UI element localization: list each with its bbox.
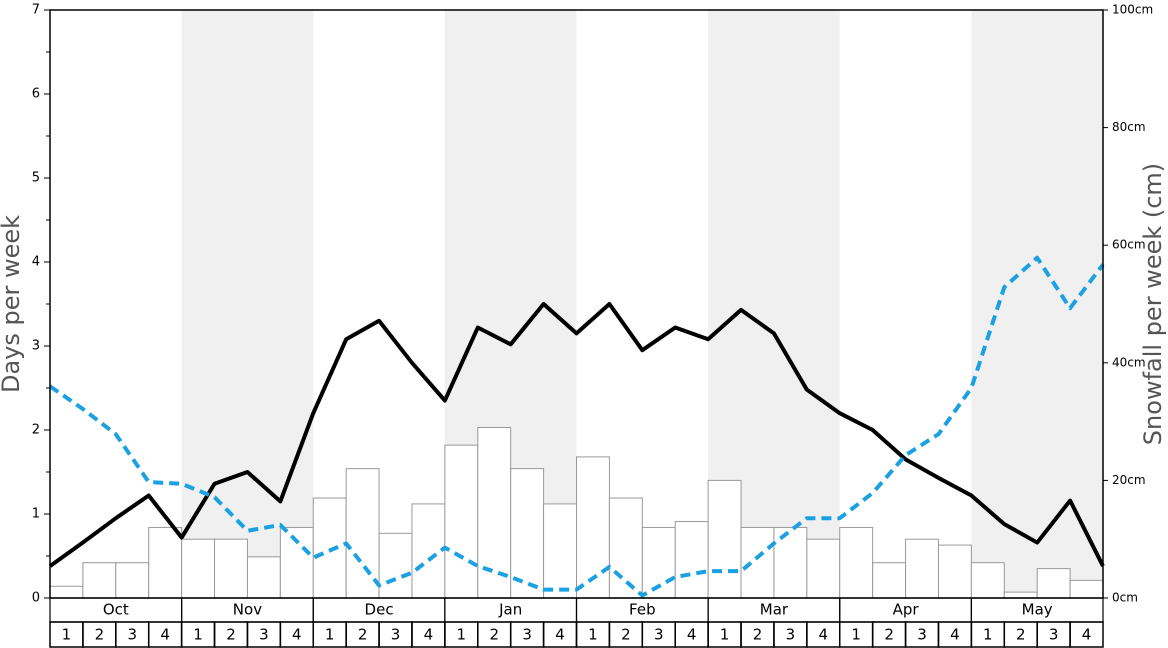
week-label: 2	[1016, 626, 1026, 644]
week-label: 3	[391, 626, 401, 644]
dashed-line	[48, 255, 1105, 598]
snowfall-bar	[279, 526, 314, 599]
month-label: Mar	[760, 601, 789, 619]
month-label: May	[1022, 601, 1053, 619]
week-label: 1	[851, 626, 861, 644]
month-label: Jan	[498, 601, 522, 619]
week-label: 3	[127, 626, 137, 644]
week-label: 3	[1049, 626, 1059, 644]
week-label: 3	[259, 626, 269, 644]
y-tick-label: 5	[32, 171, 40, 186]
y2-tick-label: 60cm	[1112, 238, 1146, 252]
week-label: 4	[687, 626, 697, 644]
y-tick-label: 1	[32, 507, 40, 522]
snowfall-bar	[872, 562, 907, 599]
week-label: 2	[489, 626, 499, 644]
snowfall-bar	[740, 526, 775, 599]
week-label: 3	[522, 626, 532, 644]
week-label: 4	[424, 626, 434, 644]
week-label: 4	[819, 626, 829, 644]
y2-tick-label: 20cm	[1112, 473, 1146, 487]
y-tick-label: 7	[32, 3, 40, 18]
snowfall-bar	[148, 526, 183, 599]
snowfall-bar	[937, 544, 972, 599]
snowfall-bar	[905, 538, 939, 599]
month-label: Apr	[893, 601, 920, 619]
snowfall-bar	[839, 526, 874, 599]
y2-tick-label: 40cm	[1112, 355, 1146, 369]
y2-tick-label: 0cm	[1112, 591, 1138, 605]
snowfall-bar	[444, 444, 479, 599]
month-label: Dec	[365, 601, 394, 619]
week-label: 1	[457, 626, 467, 644]
week-label: 2	[226, 626, 236, 644]
y2-tick-label: 100cm	[1112, 3, 1153, 17]
week-label: 4	[950, 626, 960, 644]
y-tick-label: 6	[32, 87, 40, 102]
y-tick-label: 2	[32, 423, 40, 438]
month-shade	[181, 10, 314, 598]
y-axis-label: Days per week	[0, 215, 25, 393]
week-label: 1	[983, 626, 993, 644]
snowfall-bar	[82, 562, 117, 599]
snowfall-bar	[214, 538, 248, 599]
snowfall-bar	[378, 532, 413, 599]
snowfall-bar	[1003, 591, 1038, 599]
snowfall-bar	[345, 468, 380, 599]
month-label: Nov	[233, 601, 262, 619]
snowfall-bar	[312, 497, 347, 599]
week-label: 3	[786, 626, 796, 644]
snowfall-bar	[181, 538, 216, 599]
week-label: 1	[62, 626, 72, 644]
month-shade	[971, 10, 1103, 598]
week-label: 1	[193, 626, 203, 644]
week-label: 1	[588, 626, 598, 644]
week-label: 2	[884, 626, 894, 644]
snowfall-bar	[543, 503, 577, 599]
month-label: Oct	[103, 601, 129, 619]
week-label: 3	[917, 626, 927, 644]
solid-line	[48, 302, 1105, 568]
week-label: 2	[753, 626, 763, 644]
y2-axis-label: Snowfall per week (cm)	[1139, 163, 1167, 445]
snowfall-bar	[246, 556, 281, 599]
week-label: 2	[95, 626, 105, 644]
week-label: 2	[621, 626, 631, 644]
y-tick-label: 4	[32, 255, 40, 270]
week-label: 4	[292, 626, 302, 644]
week-label: 3	[654, 626, 664, 644]
snowfall-bar	[411, 503, 446, 599]
y-tick-label: 0	[32, 591, 40, 606]
snowfall-bar	[674, 521, 709, 599]
snowfall-bar	[806, 538, 841, 599]
week-label: 1	[720, 626, 730, 644]
month-label: Feb	[629, 601, 656, 619]
week-label: 4	[160, 626, 170, 644]
y2-tick-label: 80cm	[1112, 120, 1146, 134]
snowfall-bar	[1069, 579, 1104, 599]
week-cell	[1069, 621, 1104, 648]
snowfall-bar	[608, 497, 643, 599]
snowfall-bar	[115, 562, 150, 599]
y-tick-label: 3	[32, 339, 40, 354]
snowfall-bar	[1036, 568, 1071, 599]
week-label: 4	[1082, 626, 1092, 644]
snowfall-bar	[773, 526, 808, 599]
week-label: 2	[358, 626, 368, 644]
snowfall-bar	[477, 426, 512, 599]
snowfall-bar	[49, 585, 84, 599]
week-label: 4	[555, 626, 565, 644]
snowfall-bar	[970, 562, 1005, 599]
snowfall-bar	[707, 479, 742, 599]
week-label: 1	[325, 626, 335, 644]
